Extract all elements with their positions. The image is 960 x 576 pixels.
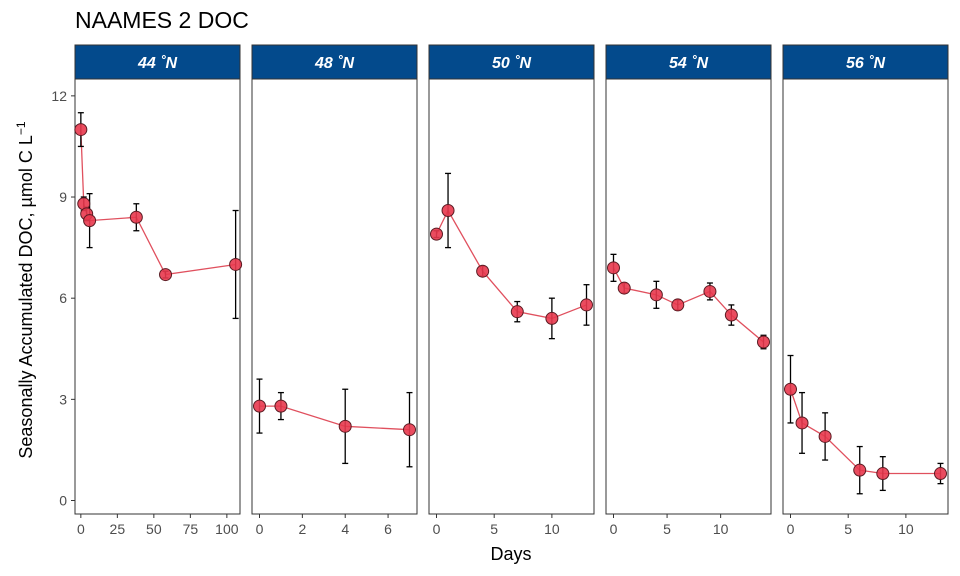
facet-strip-label: 54 ˚N bbox=[669, 55, 709, 72]
facet-strip-label: 50 ˚N bbox=[492, 55, 532, 72]
x-tick-label: 5 bbox=[844, 521, 852, 537]
data-point bbox=[607, 261, 620, 275]
y-axis-title-main: Seasonally Accumulated DOC, µmol C L bbox=[16, 135, 36, 459]
data-point bbox=[545, 311, 559, 325]
data-point bbox=[818, 429, 832, 443]
facet-strip-label: 48 ˚N bbox=[314, 55, 355, 72]
data-point bbox=[934, 467, 947, 481]
series-line bbox=[259, 405, 410, 431]
y-axis-title-superscript: −1 bbox=[14, 121, 28, 135]
y-tick-label: 0 bbox=[59, 493, 67, 509]
data-point bbox=[229, 257, 243, 271]
chart-title: NAAMES 2 DOC bbox=[75, 7, 249, 33]
data-point bbox=[74, 123, 88, 137]
x-tick-label: 0 bbox=[433, 521, 441, 537]
panel-border bbox=[428, 78, 595, 515]
data-point bbox=[876, 467, 890, 481]
panel-border bbox=[782, 78, 949, 515]
facet-panel: 56 ˚N 0 5 10 bbox=[782, 44, 949, 537]
x-tick-label: 10 bbox=[898, 521, 914, 537]
facet-panel: 48 ˚N 0 2 4 6 bbox=[251, 44, 418, 537]
data-point bbox=[441, 204, 455, 218]
facet-strip-label: 56 ˚N bbox=[846, 55, 886, 72]
facet-strip bbox=[605, 44, 772, 80]
data-point bbox=[671, 298, 685, 312]
x-tick-label: 50 bbox=[146, 521, 162, 537]
x-tick-label: 10 bbox=[713, 521, 729, 537]
x-tick-label: 0 bbox=[610, 521, 618, 537]
data-point bbox=[757, 335, 770, 349]
data-point bbox=[703, 284, 717, 298]
data-point bbox=[724, 308, 738, 322]
panel-border bbox=[605, 78, 772, 515]
panel-border bbox=[74, 78, 241, 515]
data-point bbox=[853, 463, 867, 477]
y-tick-label: 6 bbox=[59, 290, 67, 306]
panel-border bbox=[251, 78, 418, 515]
x-tick-label: 6 bbox=[384, 521, 392, 537]
y-axis-title: Seasonally Accumulated DOC, µmol C L−1 bbox=[14, 121, 36, 459]
facet-panel: 44 ˚N 0 25 50 75 100 bbox=[74, 44, 243, 537]
data-point bbox=[274, 399, 288, 413]
data-point bbox=[580, 298, 593, 312]
x-tick-label: 10 bbox=[544, 521, 560, 537]
x-tick-label: 4 bbox=[341, 521, 349, 537]
data-point bbox=[129, 210, 143, 224]
data-point bbox=[403, 423, 416, 437]
y-tick-label: 3 bbox=[59, 391, 67, 407]
y-tick-label: 12 bbox=[51, 88, 67, 104]
data-point bbox=[649, 288, 663, 302]
x-tick-label: 0 bbox=[787, 521, 795, 537]
data-point bbox=[784, 382, 797, 396]
data-point bbox=[617, 281, 631, 295]
x-tick-label: 25 bbox=[110, 521, 126, 537]
data-point bbox=[338, 419, 352, 433]
y-axis: 0 3 6 9 12 bbox=[51, 88, 75, 509]
y-tick-label: 9 bbox=[59, 189, 67, 205]
x-tick-label: 75 bbox=[183, 521, 199, 537]
data-point bbox=[83, 214, 97, 228]
data-point bbox=[253, 399, 266, 413]
data-point bbox=[476, 264, 490, 278]
x-tick-label: 100 bbox=[215, 521, 239, 537]
x-tick-label: 2 bbox=[298, 521, 306, 537]
data-point bbox=[510, 305, 524, 319]
data-point bbox=[430, 227, 443, 241]
facet-strip bbox=[74, 44, 241, 80]
facet-panel: 50 ˚N 0 5 10 bbox=[428, 44, 595, 537]
facet-strip-label: 44 ˚N bbox=[137, 55, 178, 72]
data-point bbox=[795, 416, 809, 430]
facet-strip bbox=[428, 44, 595, 80]
x-axis-title: Days bbox=[490, 544, 531, 564]
facet-panel: 54 ˚N 0 5 10 bbox=[605, 44, 772, 537]
x-tick-label: 0 bbox=[256, 521, 264, 537]
x-tick-label: 5 bbox=[490, 521, 498, 537]
x-tick-label: 5 bbox=[663, 521, 671, 537]
data-point bbox=[159, 268, 173, 282]
x-tick-label: 0 bbox=[77, 521, 85, 537]
facet-strip bbox=[251, 44, 418, 80]
